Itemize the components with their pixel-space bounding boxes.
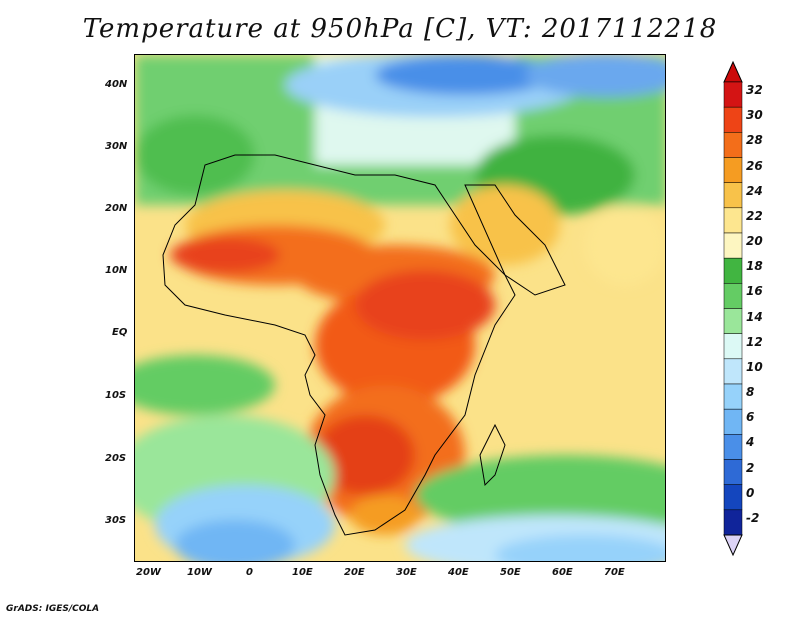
colorbar-cell [723,408,743,435]
colorbar [723,60,743,557]
colorbar-cell [723,459,743,485]
colorbar-label: 22 [746,208,763,223]
colorbar-cell [723,283,743,309]
lon-tick-label: 30E [396,567,417,578]
colorbar-cell [723,308,743,334]
colorbar-cell [723,358,743,385]
colorbar-label: 30 [746,108,763,123]
lat-tick-label: 40N [105,79,128,90]
colorbar-cell [723,484,743,511]
colorbar-label: 6 [746,410,755,425]
colorbar-top-arrow [723,60,743,83]
lon-tick-label: 20W [136,567,161,578]
lon-tick-label: 60E [552,567,573,578]
colorbar-label: 18 [746,259,763,274]
colorbar-cell [723,509,743,536]
colorbar-label: 20 [746,234,763,248]
credit-text: GrADS: IGES/COLA [6,604,100,614]
colorbar-cell [723,232,743,259]
colorbar-label: 10 [746,359,763,374]
colorbar-label: 16 [746,284,763,299]
colorbar-label: 2 [746,460,755,475]
colorbar-label: 4 [746,435,755,450]
temperature-fields [135,55,665,561]
colorbar-cell [723,157,743,183]
colorbar-cell [723,106,743,133]
colorbar-cell [723,383,743,410]
lon-tick-label: 10W [187,567,212,578]
lat-tick-label: 10S [105,390,127,401]
colorbar-label: 12 [746,334,763,349]
colorbar-cell [723,182,743,209]
chart-title: Temperature at 950hPa [C], VT: 201711221… [82,14,718,44]
lon-tick-label: 20E [344,567,365,578]
temperature-map [135,55,665,561]
colorbar-label: 0 [746,485,755,500]
colorbar-label: 24 [746,183,763,198]
colorbar-cell [723,434,743,460]
colorbar-label: 8 [746,385,755,399]
map-panel [134,54,666,562]
lon-tick-label: 50E [500,567,521,578]
lat-tick-label: 20N [105,203,128,214]
colorbar-cell [723,207,743,234]
coastlines [162,154,566,536]
colorbar-cell [723,81,743,108]
lat-tick-label: 20S [105,453,127,464]
colorbar-label: 28 [746,133,763,148]
colorbar-cell [723,132,743,158]
lat-tick-label: 10N [105,265,128,276]
colorbar-cell [723,333,743,360]
colorbar-label: -2 [746,510,760,525]
colorbar-cells [723,81,743,536]
colorbar-cell [723,257,743,284]
lon-tick-label: 0 [246,567,253,578]
lat-tick-label: 30S [105,515,127,526]
lon-tick-label: 40E [448,567,469,578]
lat-tick-label: EQ [112,327,128,338]
colorbar-label: 26 [746,158,763,173]
lon-tick-label: 70E [604,567,625,578]
colorbar-bottom-arrow [723,534,743,557]
colorbar-label: 32 [746,83,763,97]
colorbar-label: 14 [746,309,763,324]
lat-tick-label: 30N [105,141,128,152]
lon-tick-label: 10E [292,567,313,578]
